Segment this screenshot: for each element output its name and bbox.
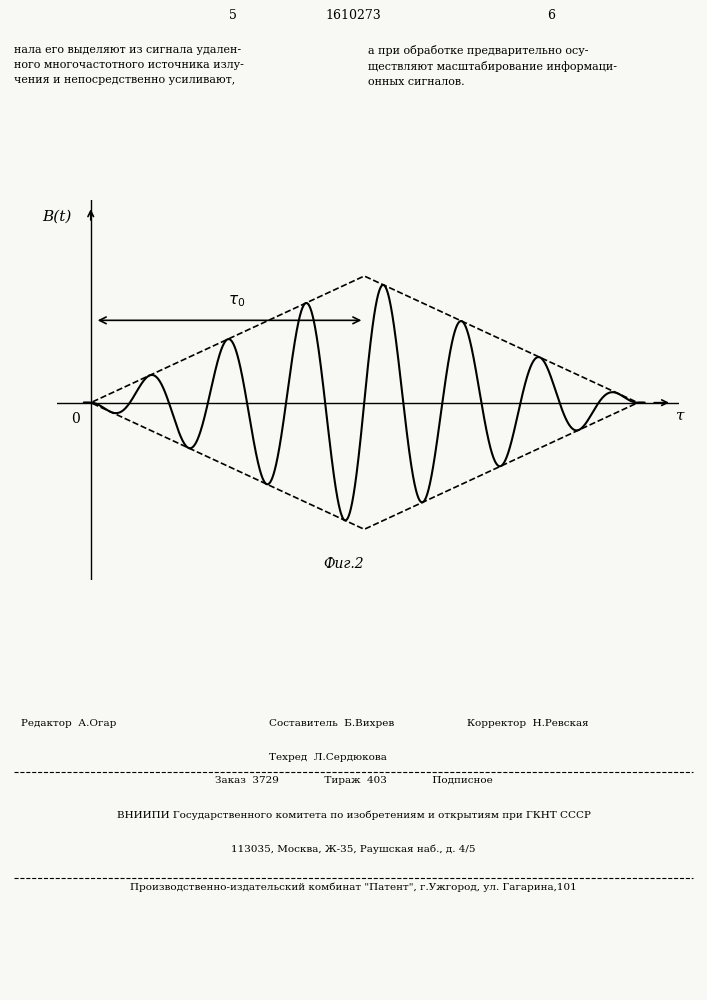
Text: нала его выделяют из сигнала удален-
ного многочастотного источника излу-
чения : нала его выделяют из сигнала удален- ног… (14, 45, 244, 85)
Text: B(t): B(t) (42, 210, 71, 224)
Text: τ: τ (676, 409, 684, 423)
Text: Фиг.2: Фиг.2 (323, 557, 364, 571)
Text: Редактор  А.Огар: Редактор А.Огар (21, 719, 117, 728)
Text: 113035, Москва, Ж-35, Раушская наб., д. 4/5: 113035, Москва, Ж-35, Раушская наб., д. … (231, 844, 476, 854)
Text: ВНИИПИ Государственного комитета по изобретениям и открытиям при ГКНТ СССР: ВНИИПИ Государственного комитета по изоб… (117, 810, 590, 820)
Text: 1610273: 1610273 (326, 9, 381, 22)
Text: Корректор  Н.Ревская: Корректор Н.Ревская (467, 719, 588, 728)
Text: Заказ  3729              Тираж  403              Подписное: Заказ 3729 Тираж 403 Подписное (215, 776, 492, 785)
Text: $\tau_{\mathit{0}}$: $\tau_{\mathit{0}}$ (228, 293, 245, 309)
Text: Техред  Л.Сердюкова: Техред Л.Сердюкова (269, 753, 387, 762)
Text: 0: 0 (71, 412, 80, 426)
Text: Производственно-издательский комбинат "Патент", г.Ужгород, ул. Гагарина,101: Производственно-издательский комбинат "П… (130, 882, 577, 892)
Text: а при обработке предварительно осу-
ществляют масштабирование информаци-
онных с: а при обработке предварительно осу- щест… (368, 45, 617, 87)
Text: Составитель  Б.Вихрев: Составитель Б.Вихрев (269, 719, 394, 728)
Text: 5: 5 (229, 9, 238, 22)
Text: 6: 6 (547, 9, 556, 22)
